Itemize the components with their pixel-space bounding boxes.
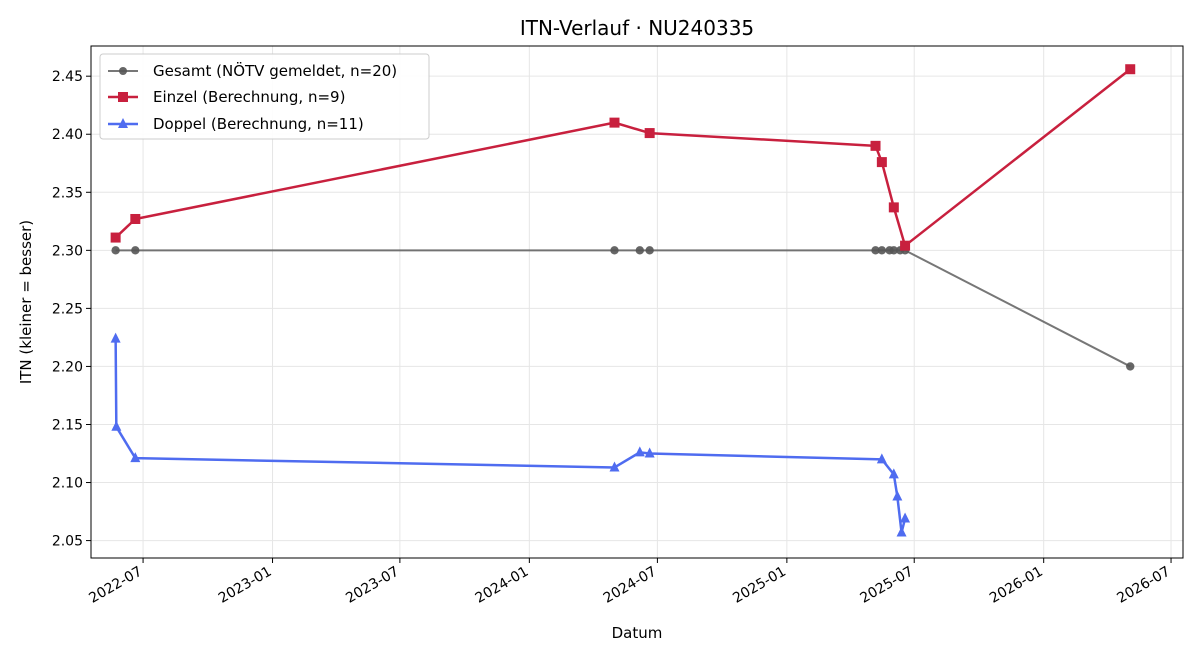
data-point-triangle xyxy=(130,452,141,463)
data-point-triangle xyxy=(876,453,887,464)
data-point-triangle xyxy=(888,468,899,479)
y-tick-label: 2.20 xyxy=(52,359,83,375)
data-point-circle xyxy=(871,246,880,255)
y-tick-label: 2.05 xyxy=(52,534,83,550)
data-point-circle xyxy=(635,246,645,255)
data-point-square xyxy=(870,140,881,151)
series-3 xyxy=(110,332,911,537)
data-point-circle xyxy=(1126,362,1135,371)
y-tick-label: 2.40 xyxy=(52,127,83,143)
data-point-square xyxy=(130,213,141,224)
data-point-square xyxy=(900,240,911,251)
data-point-square xyxy=(609,117,620,128)
legend-frame xyxy=(99,53,430,140)
series-2 xyxy=(110,64,1136,251)
data-point-circle xyxy=(645,246,654,255)
legend-label: Gesamt (NÖTV gemeldet, n=20) xyxy=(153,61,397,80)
x-axis-title: Datum xyxy=(612,624,663,642)
data-point-square xyxy=(876,157,887,168)
data-point-triangle xyxy=(110,332,121,343)
data-point-triangle xyxy=(892,490,903,501)
data-point-square xyxy=(644,128,655,139)
y-tick-label: 2.15 xyxy=(52,417,83,433)
y-tick-label: 2.10 xyxy=(52,476,83,492)
legend: Gesamt (NÖTV gemeldet, n=20) Einzel (Ber… xyxy=(99,53,430,140)
data-point-circle xyxy=(877,246,887,255)
legend-marker-square xyxy=(118,92,128,102)
data-point-circle xyxy=(131,246,140,255)
y-tick-label: 2.35 xyxy=(52,185,83,201)
legend-label: Einzel (Berechnung, n=9) xyxy=(153,88,345,106)
data-point-triangle xyxy=(609,461,620,472)
legend-marker-circle xyxy=(119,67,127,75)
legend-entry-gesamt: Gesamt (NÖTV gemeldet, n=20) xyxy=(108,61,397,80)
data-point-circle xyxy=(889,246,899,255)
data-point-square xyxy=(110,232,121,243)
data-point-triangle xyxy=(896,526,907,537)
series-layer xyxy=(110,64,1136,537)
chart-title: ITN-Verlauf · NU240335 xyxy=(520,16,754,40)
y-tick-label: 2.25 xyxy=(52,301,83,317)
data-point-triangle xyxy=(644,447,655,458)
legend-label: Doppel (Berechnung, n=11) xyxy=(153,115,364,133)
data-point-circle xyxy=(610,246,619,255)
data-point-triangle xyxy=(634,446,645,457)
y-axis-title: ITN (kleiner = besser) xyxy=(17,220,35,384)
data-point-square xyxy=(888,202,899,213)
data-point-square xyxy=(1125,64,1136,75)
plot-frame xyxy=(90,45,1184,559)
data-point-triangle xyxy=(111,420,122,431)
legend-entry-doppel: Doppel (Berechnung, n=11) xyxy=(108,115,364,133)
y-tick-label: 2.30 xyxy=(52,243,83,259)
data-point-circle xyxy=(111,246,120,255)
y-axis: 2.05 2.10 2.15 2.20 2.25 2.30 2.35 2.40 2.45 xyxy=(52,69,91,550)
data-point-triangle xyxy=(900,512,911,523)
legend-entry-einzel: Einzel (Berechnung, n=9) xyxy=(108,88,345,106)
y-tick-label: 2.45 xyxy=(52,69,83,85)
legend-marker-triangle xyxy=(118,118,128,128)
